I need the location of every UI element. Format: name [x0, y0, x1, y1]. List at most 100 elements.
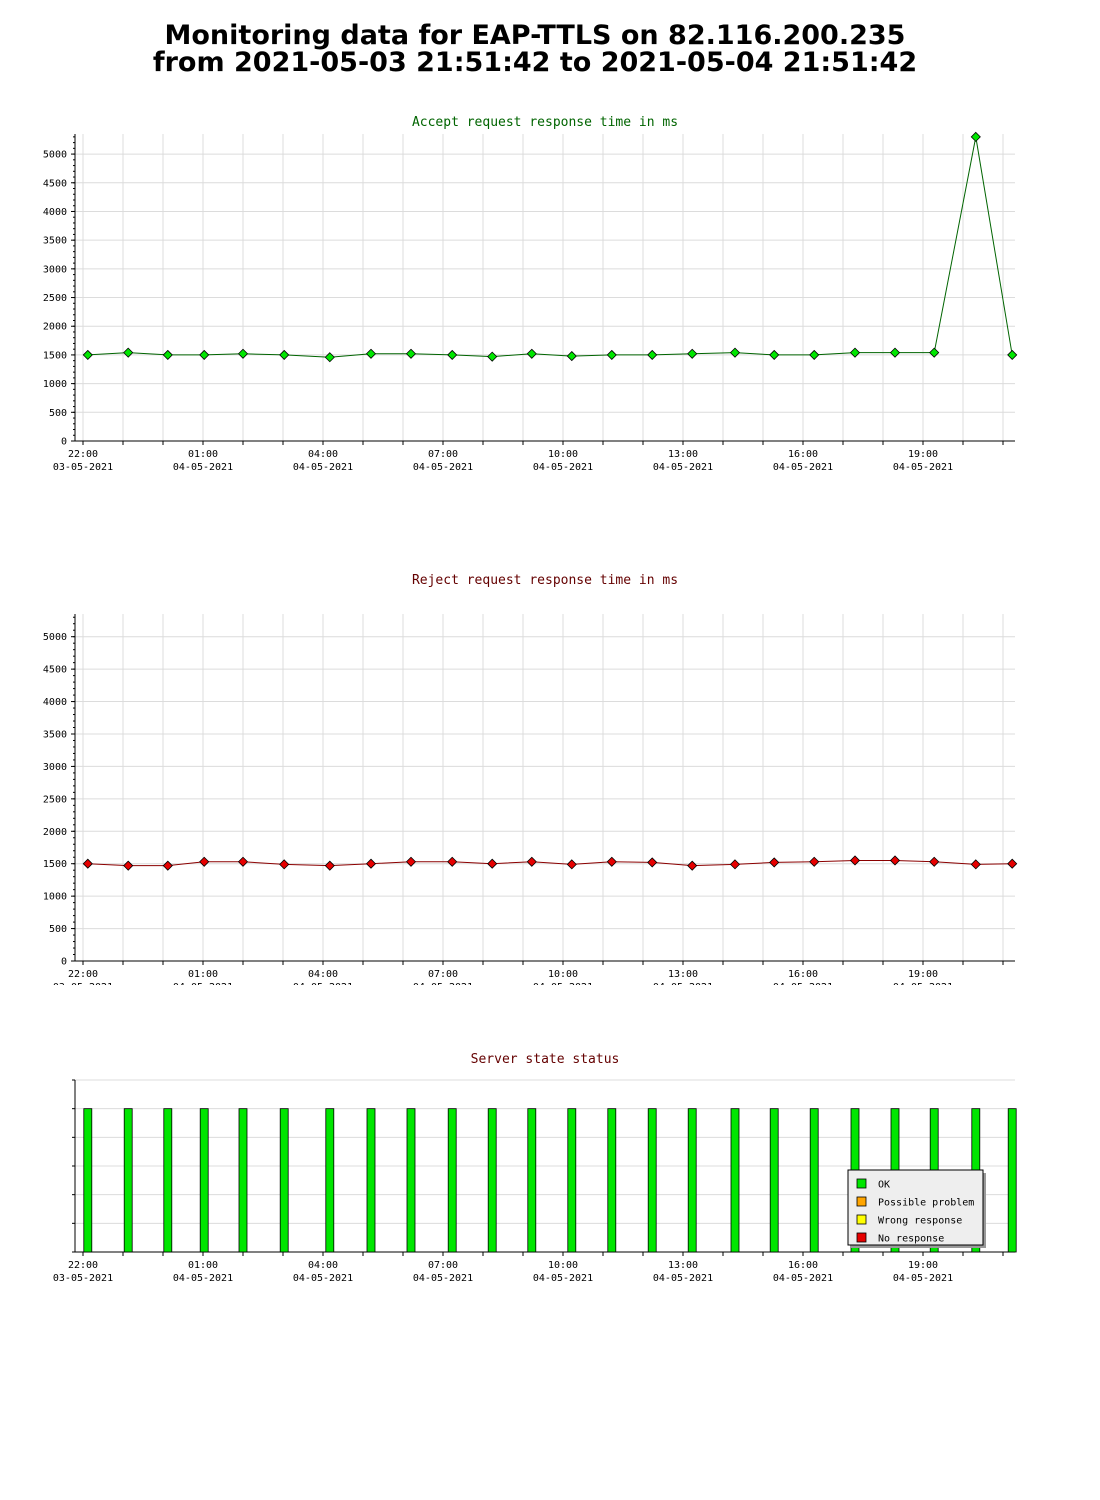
accept-data-point [647, 349, 658, 360]
reject-x-tick-date: 04-05-2021 [533, 982, 593, 985]
accept-y-tick-label: 4000 [43, 207, 67, 218]
reject-y-tick-label: 0 [61, 957, 67, 968]
legend-label: Possible problem [878, 1198, 974, 1209]
legend-swatch [856, 1232, 867, 1243]
reject-x-tick-time: 22:00 [68, 969, 98, 980]
reject-data-point [365, 858, 377, 869]
status-x-tick-date: 03-05-2021 [53, 1273, 113, 1284]
accept-x-tick-date: 04-05-2021 [413, 462, 473, 473]
status-bar [687, 1108, 697, 1253]
status-bar [647, 1108, 657, 1253]
status-bar [1007, 1108, 1017, 1253]
status-x-tick-date: 04-05-2021 [653, 1273, 713, 1284]
accept-data-point [82, 349, 93, 360]
reject-x-tick-date: 04-05-2021 [773, 982, 833, 985]
accept-data-point [769, 349, 780, 360]
server-state-status-chart: Server state status 22:00 03-05-2021 01:00 0… [53, 1052, 1017, 1284]
status-bar [366, 1108, 376, 1253]
accept-data-point [566, 351, 577, 362]
accept-data-point [162, 349, 173, 360]
status-bar [809, 1108, 819, 1253]
reject-data-point [447, 856, 458, 867]
accept-data-point [809, 349, 820, 360]
page-title: Monitoring data for EAP-TTLS on 82.116.2… [0, 22, 1070, 76]
accept-x-tick-time: 04:00 [308, 449, 338, 460]
accept-y-tick-label: 2000 [43, 322, 67, 333]
reject-x-tick-time: 07:00 [428, 969, 458, 980]
status-x-tick-time: 22:00 [68, 1260, 98, 1271]
reject-data-point [687, 860, 698, 871]
status-bar [607, 1108, 617, 1253]
accept-x-tick-time: 16:00 [788, 449, 818, 460]
status-bar [83, 1108, 93, 1253]
status-bar [567, 1108, 577, 1253]
status-bar [163, 1108, 173, 1253]
status-x-tick-date: 04-05-2021 [293, 1273, 353, 1284]
status-bar [487, 1108, 497, 1253]
accept-y-tick-label: 0 [61, 437, 67, 448]
status-bar [325, 1108, 335, 1253]
accept-data-point [1007, 349, 1018, 360]
reject-data-point [729, 859, 741, 870]
reject-data-point [487, 858, 498, 869]
accept-data-point [405, 348, 417, 359]
reject-data-point [647, 857, 658, 868]
status-bar [769, 1108, 779, 1253]
reject-x-tick-time: 01:00 [188, 969, 218, 980]
accept-x-tick-time: 19:00 [908, 449, 938, 460]
status-x-tick-time: 04:00 [308, 1260, 338, 1271]
reject-data-point [1007, 858, 1018, 869]
page-title-line-1: Monitoring data for EAP-TTLS on 82.116.2… [164, 20, 906, 51]
accept-y-tick-label: 1500 [43, 350, 67, 361]
accept-y-tick-label: 3000 [43, 264, 67, 275]
accept-data-point [849, 347, 861, 358]
accept-series-line [87, 136, 1013, 358]
accept-y-tick-label: 5000 [43, 150, 67, 161]
legend-swatch [856, 1196, 867, 1207]
reject-x-tick-date: 03-05-2021 [53, 982, 113, 985]
accept-x-tick-date: 04-05-2021 [533, 462, 593, 473]
accept-x-tick-time: 01:00 [188, 449, 218, 460]
reject-y-tick-label: 4000 [43, 697, 67, 708]
status-x-tick-date: 04-05-2021 [893, 1273, 953, 1284]
legend-swatch [856, 1178, 867, 1189]
accept-x-tick-time: 10:00 [548, 449, 578, 460]
reject-x-tick-time: 19:00 [908, 969, 938, 980]
reject-x-tick-date: 04-05-2021 [173, 982, 233, 985]
status-x-tick-date: 04-05-2021 [533, 1273, 593, 1284]
reject-data-point [809, 856, 820, 867]
reject-data-point [929, 856, 940, 867]
reject-x-tick-date: 04-05-2021 [653, 982, 713, 985]
accept-data-point [487, 351, 498, 362]
reject-x-tick-time: 13:00 [668, 969, 698, 980]
accept-data-point [324, 352, 335, 363]
reject-data-point [970, 859, 981, 870]
status-x-tick-time: 16:00 [788, 1260, 818, 1271]
status-bar [730, 1108, 740, 1253]
status-x-tick-date: 04-05-2021 [413, 1273, 473, 1284]
status-bar [238, 1108, 248, 1253]
reject-data-point [279, 859, 290, 870]
reject-series-line [87, 859, 1013, 867]
status-x-tick-time: 19:00 [908, 1260, 938, 1271]
reject-data-point [526, 856, 537, 867]
reject-x-tick-date: 04-05-2021 [413, 982, 473, 985]
reject-y-tick-label: 2500 [43, 794, 67, 805]
accept-data-point [365, 348, 377, 359]
reject-y-tick-label: 1000 [43, 892, 67, 903]
reject-x-tick-time: 10:00 [548, 969, 578, 980]
accept-data-point [279, 349, 290, 360]
accept-chart-title: Accept request response time in ms [412, 115, 678, 130]
reject-x-tick-time: 04:00 [308, 969, 338, 980]
reject-x-tick-date: 04-05-2021 [893, 982, 953, 985]
accept-x-tick-date: 04-05-2021 [773, 462, 833, 473]
reject-y-tick-label: 500 [49, 924, 67, 935]
accept-x-tick-time: 13:00 [668, 449, 698, 460]
status-x-tick-time: 13:00 [668, 1260, 698, 1271]
status-bar [123, 1108, 133, 1253]
reject-data-point [405, 856, 417, 867]
accept-y-tick-label: 1000 [43, 379, 67, 390]
accept-data-point [970, 131, 981, 142]
status-x-tick-time: 10:00 [548, 1260, 578, 1271]
reject-data-point [324, 860, 335, 871]
